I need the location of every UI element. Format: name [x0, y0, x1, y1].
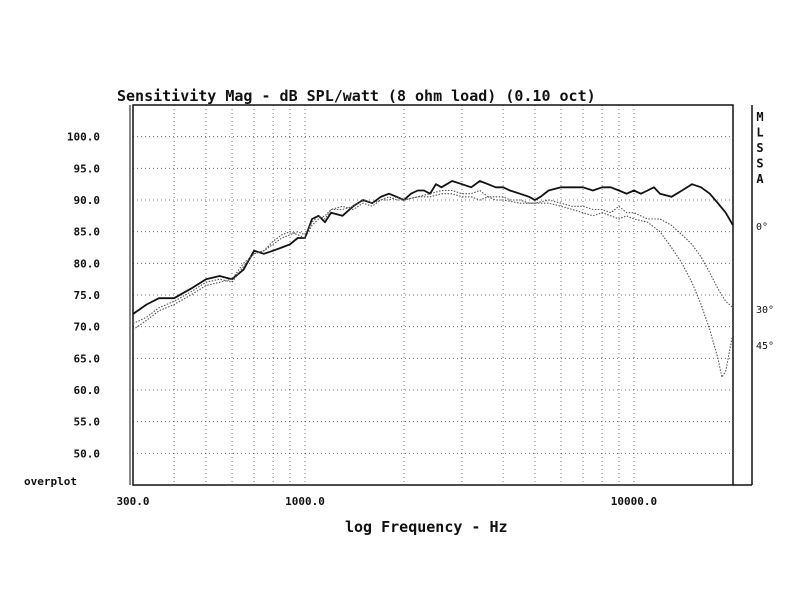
- side-letter: S: [756, 157, 763, 171]
- series-label: 30°: [756, 305, 774, 316]
- side-letter: A: [756, 172, 764, 186]
- y-tick-labels: 100.0 95.0 90.0 85.0 80.0 75.0 70.0 65.0 60.0 55.…: [67, 131, 100, 461]
- y-tick-label: 70.0: [74, 321, 101, 334]
- y-tick-label: 90.0: [74, 194, 101, 207]
- x-tick-labels: 300.0 1000.0 10000.0: [116, 495, 657, 508]
- side-letter: S: [756, 141, 763, 155]
- y-tick-label: 60.0: [74, 384, 101, 397]
- x-axis-label: log Frequency - Hz: [345, 518, 508, 536]
- series-angle-labels: 0° 30° 45°: [756, 222, 774, 352]
- series-layer: [132, 180, 734, 378]
- y-tick-label: 100.0: [67, 131, 100, 144]
- plot-frame: [132, 104, 734, 486]
- y-tick-label: 95.0: [74, 162, 101, 175]
- y-tick-label: 75.0: [74, 289, 101, 302]
- x-tick-label: 300.0: [116, 495, 149, 508]
- x-tick-label: 10000.0: [611, 495, 657, 508]
- series-line-2: [132, 193, 734, 378]
- y-tick-label: 85.0: [74, 226, 101, 239]
- y-tick-label: 55.0: [74, 416, 101, 429]
- grid-lines: [133, 105, 733, 485]
- series-label: 45°: [756, 341, 774, 352]
- side-letter: L: [756, 126, 763, 140]
- series-label: 0°: [756, 222, 768, 233]
- y-tick-label: 50.0: [74, 447, 101, 460]
- chart-title: Sensitivity Mag - dB SPL/watt (8 ohm loa…: [117, 87, 596, 105]
- y-tick-label: 65.0: [74, 352, 101, 365]
- series-line-0: [132, 180, 734, 315]
- series-line-1: [132, 189, 734, 324]
- overplot-label: overplot: [24, 475, 77, 488]
- side-letter: M: [756, 110, 763, 124]
- y-tick-label: 80.0: [74, 257, 101, 270]
- x-tick-label: 1000.0: [285, 495, 325, 508]
